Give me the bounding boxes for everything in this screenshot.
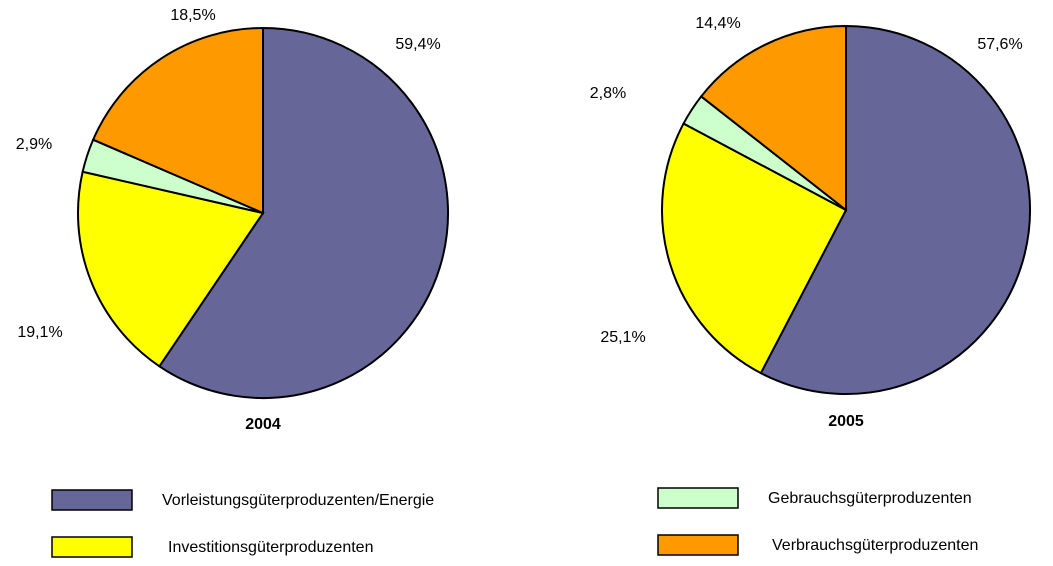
pie-slice xyxy=(699,24,847,213)
legend-swatch xyxy=(657,487,739,509)
pie-slice xyxy=(158,26,449,399)
legend-swatch xyxy=(51,489,133,511)
legend-label: Investitionsgüterproduzenten xyxy=(168,539,373,556)
data-label: 14,4% xyxy=(695,15,740,32)
legend-label: Vorleistungsgüterproduzenten/Energie xyxy=(162,492,434,509)
chart-title: 2005 xyxy=(828,413,864,430)
legend-swatch xyxy=(657,534,739,556)
data-label: 2,8% xyxy=(590,85,626,102)
pie-slice xyxy=(759,24,1031,395)
data-label: 59,4% xyxy=(395,36,440,53)
legend-swatch xyxy=(51,536,133,558)
data-label: 57,6% xyxy=(977,36,1022,53)
pie-slice xyxy=(77,170,265,368)
data-label: 18,5% xyxy=(170,7,215,24)
data-label: 2,9% xyxy=(16,136,52,153)
data-label: 25,1% xyxy=(600,329,645,346)
data-label: 19,1% xyxy=(17,324,62,341)
legend-label: Gebrauchsgüterproduzenten xyxy=(768,490,972,507)
chart-title: 2004 xyxy=(245,416,281,433)
pie-slice xyxy=(91,26,264,215)
legend-label: Verbrauchsgüterproduzenten xyxy=(772,537,978,554)
